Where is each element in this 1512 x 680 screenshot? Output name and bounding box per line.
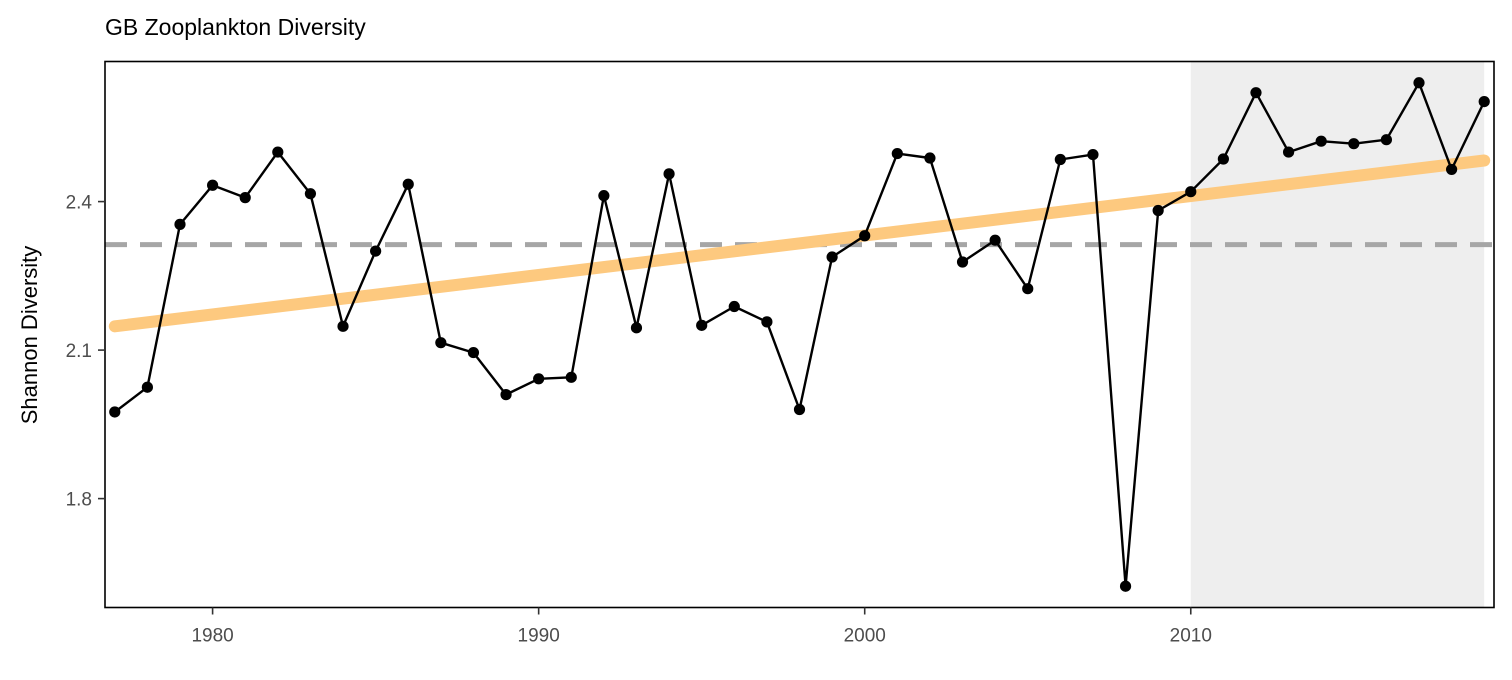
x-tick-label: 1990 — [518, 626, 560, 647]
data-point — [989, 234, 1001, 246]
chart-title: GB Zooplankton Diversity — [105, 14, 366, 40]
series-layer — [109, 77, 1490, 592]
data-point — [924, 152, 936, 164]
y-tick-label: 2.4 — [66, 193, 93, 214]
y-tick-label: 1.8 — [66, 490, 92, 511]
data-point — [1022, 283, 1034, 295]
data-point — [565, 371, 577, 383]
data-point — [109, 406, 121, 418]
data-point — [956, 256, 969, 268]
data-point — [239, 192, 251, 204]
data-point — [304, 188, 317, 200]
data-point — [141, 381, 153, 393]
data-point — [1087, 148, 1099, 161]
data-point — [402, 178, 414, 190]
data-point — [206, 179, 219, 191]
data-point — [1119, 580, 1132, 592]
data-point — [1348, 138, 1360, 150]
data-point — [500, 389, 512, 401]
data-point — [859, 230, 871, 242]
data-point — [435, 337, 447, 349]
data-point — [1152, 204, 1164, 217]
data-point — [1185, 186, 1197, 198]
x-tick-label: 2010 — [1170, 626, 1212, 647]
y-tick-label: 2.1 — [66, 341, 92, 362]
data-point — [1217, 153, 1229, 165]
data-point — [337, 320, 349, 332]
data-point — [1054, 153, 1066, 166]
data-point — [1282, 146, 1295, 158]
highlight-region-rect — [1190, 61, 1485, 608]
data-point — [1478, 95, 1490, 108]
trend-line — [108, 154, 1491, 333]
data-point — [761, 316, 773, 328]
highlight-region — [1190, 61, 1485, 608]
plot-panel-border — [104, 60, 1495, 609]
data-point — [728, 300, 740, 313]
data-point — [467, 346, 480, 359]
data-point — [663, 168, 675, 180]
x-axis: 1980 1990 2000 2010 — [191, 607, 1212, 647]
y-axis-title: Shannon Diversity — [17, 246, 42, 425]
data-point — [272, 146, 284, 158]
x-tick-label: 1980 — [191, 626, 233, 647]
data-point — [1250, 87, 1262, 99]
trend-line-layer — [108, 154, 1491, 333]
data-point — [1446, 163, 1458, 176]
data-point — [174, 218, 186, 230]
x-tick-label: 2000 — [844, 626, 886, 647]
data-point — [793, 403, 806, 416]
y-axis: 1.8 2.1 2.4 — [66, 193, 105, 511]
data-point — [826, 251, 838, 263]
data-point — [1315, 135, 1327, 147]
data-point — [891, 147, 903, 160]
data-point — [1380, 134, 1393, 146]
data-point — [533, 373, 545, 385]
data-point — [1413, 77, 1425, 89]
data-point — [630, 322, 643, 334]
data-point — [370, 245, 382, 257]
data-point — [696, 319, 708, 331]
data-point — [598, 190, 610, 202]
